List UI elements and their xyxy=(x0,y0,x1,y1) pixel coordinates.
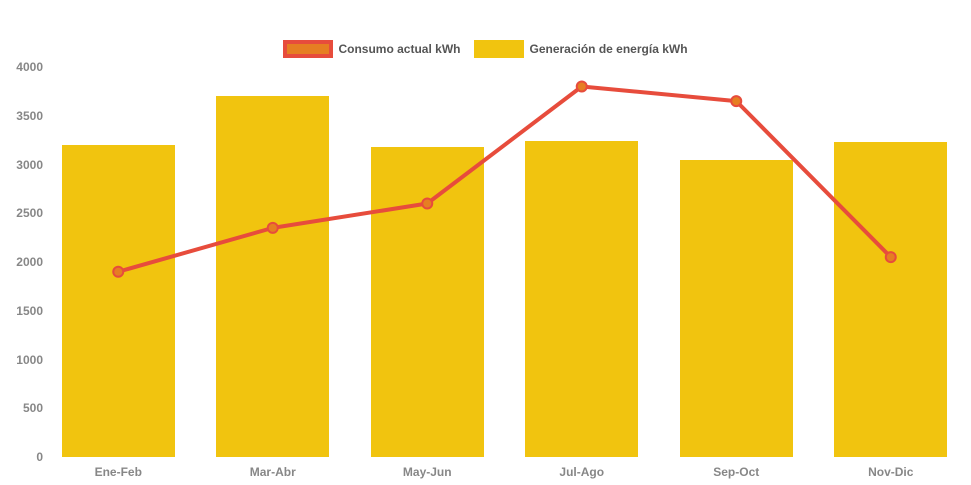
y-axis-tick-label: 2000 xyxy=(16,255,43,269)
x-axis-label: Ene-Feb xyxy=(94,465,142,479)
y-axis-tick-label: 500 xyxy=(22,401,43,416)
y-axis-tick-label: 1000 xyxy=(16,352,43,367)
x-axis-label: Sep-Oct xyxy=(713,465,760,479)
x-axis-label: May-Jun xyxy=(402,465,452,479)
generation-bar xyxy=(834,142,948,457)
y-axis-tick-label: 1500 xyxy=(16,303,43,318)
legend-label-generacion: Generación de energía kWh xyxy=(529,42,688,56)
line-point-marker xyxy=(575,80,588,93)
generation-bar xyxy=(370,146,484,457)
legend-swatch-consumo xyxy=(283,40,334,58)
legend-item-generacion[interactable]: Generación de energía kWh xyxy=(474,40,688,58)
y-axis-tick-label: 3000 xyxy=(16,157,43,172)
y-axis-tick-label: 0 xyxy=(36,450,43,464)
generation-bar xyxy=(216,96,330,457)
y-axis-tick-label: 3500 xyxy=(16,108,43,123)
y-axis-tick-label: 4000 xyxy=(16,60,43,74)
legend-item-consumo[interactable]: Consumo actual kWh xyxy=(283,40,460,58)
x-axis-label: Jul-Ago xyxy=(559,465,605,479)
x-axis-label: Mar-Abr xyxy=(249,465,296,479)
line-point-marker xyxy=(730,95,743,108)
legend-label-consumo: Consumo actual kWh xyxy=(338,42,461,56)
y-axis-tick-label: 2500 xyxy=(16,206,43,221)
legend-swatch-generacion xyxy=(474,40,525,58)
chart-legend: Consumo actual kWh Generación de energía… xyxy=(0,40,971,58)
generation-bar xyxy=(61,145,175,457)
generation-bar xyxy=(679,159,793,457)
x-axis-label: Nov-Dic xyxy=(868,465,914,479)
generation-bar xyxy=(525,141,639,457)
